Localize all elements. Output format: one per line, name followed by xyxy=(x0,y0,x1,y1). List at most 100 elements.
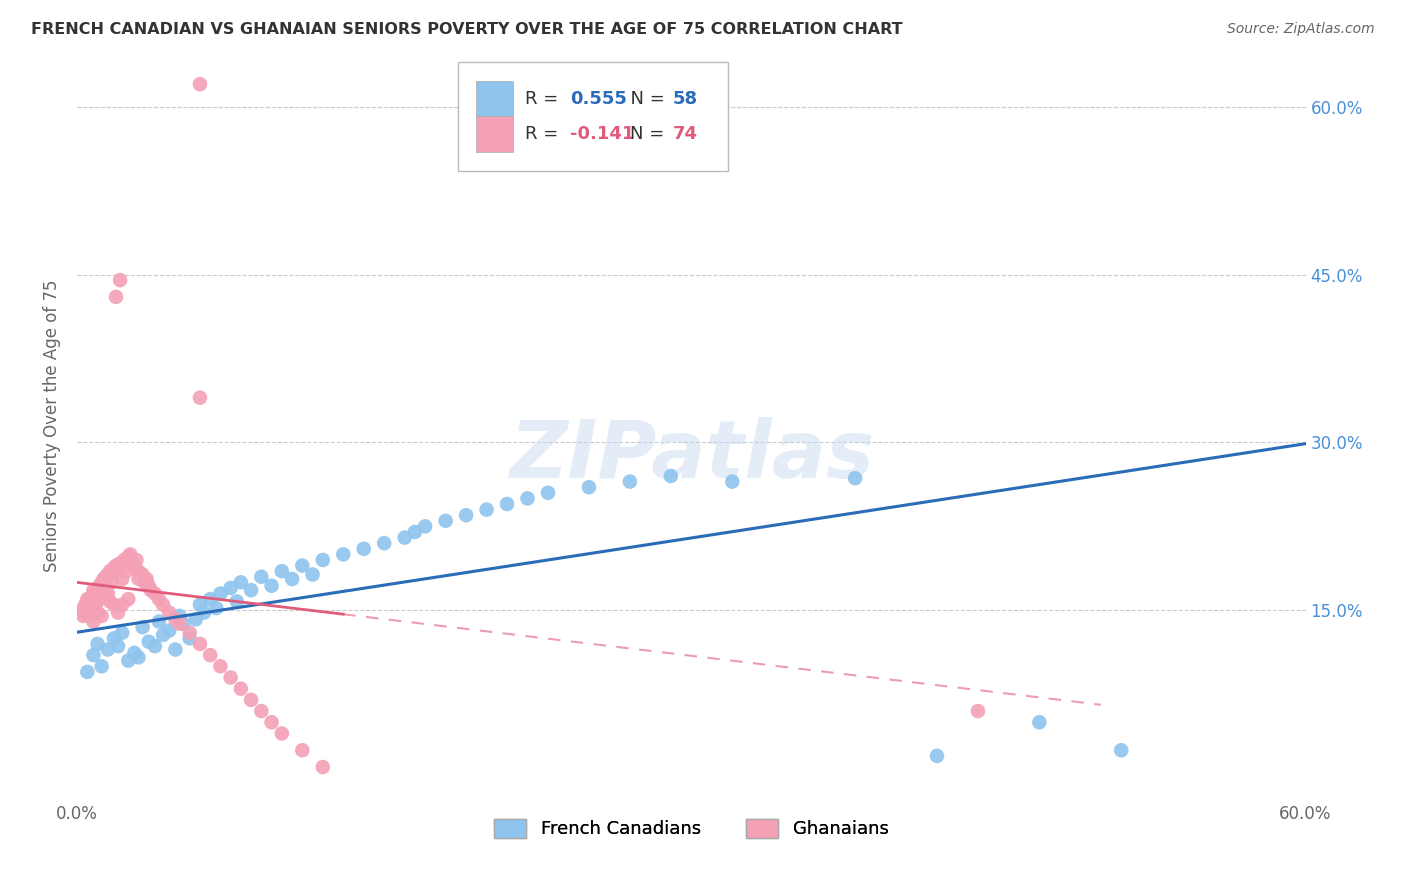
Point xyxy=(75,606,97,620)
Point xyxy=(301,567,323,582)
Text: FRENCH CANADIAN VS GHANAIAN SENIORS POVERTY OVER THE AGE OF 75 CORRELATION CHART: FRENCH CANADIAN VS GHANAIAN SENIORS POVE… xyxy=(31,22,903,37)
Point xyxy=(219,671,242,685)
Point xyxy=(139,583,162,598)
Point xyxy=(260,579,283,593)
Point xyxy=(169,616,191,631)
Point xyxy=(90,575,112,590)
Point xyxy=(89,579,111,593)
Point xyxy=(79,594,101,608)
Point xyxy=(516,491,538,506)
Text: N =: N = xyxy=(630,125,669,143)
Point xyxy=(193,606,215,620)
Point xyxy=(925,748,948,763)
Point xyxy=(107,606,129,620)
Point xyxy=(80,590,103,604)
Point xyxy=(128,650,150,665)
Text: -0.141: -0.141 xyxy=(569,125,634,143)
Point xyxy=(107,564,129,578)
Point xyxy=(434,514,457,528)
Point xyxy=(117,592,139,607)
Point xyxy=(1028,715,1050,730)
Point xyxy=(76,601,98,615)
Point xyxy=(134,575,156,590)
Point xyxy=(94,570,117,584)
Point xyxy=(90,659,112,673)
Point xyxy=(240,583,263,598)
Point xyxy=(157,624,180,638)
Point xyxy=(86,581,108,595)
Point xyxy=(291,558,314,573)
Point xyxy=(84,598,107,612)
Point xyxy=(86,606,108,620)
Point xyxy=(108,273,131,287)
Point xyxy=(103,561,125,575)
Point xyxy=(188,598,211,612)
Text: N =: N = xyxy=(619,90,671,108)
Point xyxy=(270,726,292,740)
Point xyxy=(537,485,560,500)
Point xyxy=(117,654,139,668)
Point xyxy=(844,471,866,485)
Point xyxy=(312,760,335,774)
Point xyxy=(967,704,990,718)
Point xyxy=(659,469,682,483)
Point xyxy=(188,77,211,91)
Text: R =: R = xyxy=(526,90,564,108)
Point xyxy=(148,592,170,607)
Point xyxy=(260,715,283,730)
Point xyxy=(107,639,129,653)
Point xyxy=(72,609,94,624)
Point xyxy=(79,609,101,624)
Point xyxy=(404,524,426,539)
Point xyxy=(184,612,207,626)
Point xyxy=(209,586,232,600)
Text: R =: R = xyxy=(526,125,564,143)
Point xyxy=(721,475,744,489)
Point xyxy=(90,609,112,624)
Point xyxy=(76,665,98,679)
Y-axis label: Seniors Poverty Over the Age of 75: Seniors Poverty Over the Age of 75 xyxy=(44,279,60,572)
Text: 0.555: 0.555 xyxy=(569,90,627,108)
Point xyxy=(209,659,232,673)
Point xyxy=(475,502,498,516)
Point xyxy=(97,642,120,657)
Point xyxy=(128,564,150,578)
Point xyxy=(82,615,104,629)
Point xyxy=(111,625,134,640)
Point xyxy=(131,567,153,582)
Point xyxy=(143,586,166,600)
Point xyxy=(82,648,104,662)
Point xyxy=(394,531,416,545)
Point xyxy=(115,564,138,578)
Point xyxy=(120,547,142,561)
Text: Source: ZipAtlas.com: Source: ZipAtlas.com xyxy=(1227,22,1375,37)
Point xyxy=(1109,743,1132,757)
Point xyxy=(98,564,121,578)
Point xyxy=(188,637,211,651)
Point xyxy=(97,586,120,600)
Point xyxy=(82,583,104,598)
Point xyxy=(157,606,180,620)
Point xyxy=(138,634,160,648)
Point xyxy=(332,547,354,561)
Legend: French Canadians, Ghanaians: French Canadians, Ghanaians xyxy=(486,812,896,846)
Point xyxy=(97,567,120,582)
Point xyxy=(198,592,221,607)
Point xyxy=(179,632,201,646)
Point xyxy=(496,497,519,511)
Point xyxy=(108,557,131,571)
Point xyxy=(240,693,263,707)
Point xyxy=(86,637,108,651)
Point xyxy=(312,553,335,567)
Point xyxy=(250,704,273,718)
FancyBboxPatch shape xyxy=(458,62,728,170)
Point xyxy=(270,564,292,578)
Point xyxy=(104,558,127,573)
Point xyxy=(173,616,195,631)
Point xyxy=(413,519,436,533)
Point xyxy=(124,561,146,575)
Point xyxy=(125,553,148,567)
Point xyxy=(250,570,273,584)
Point xyxy=(188,391,211,405)
Point xyxy=(112,553,135,567)
